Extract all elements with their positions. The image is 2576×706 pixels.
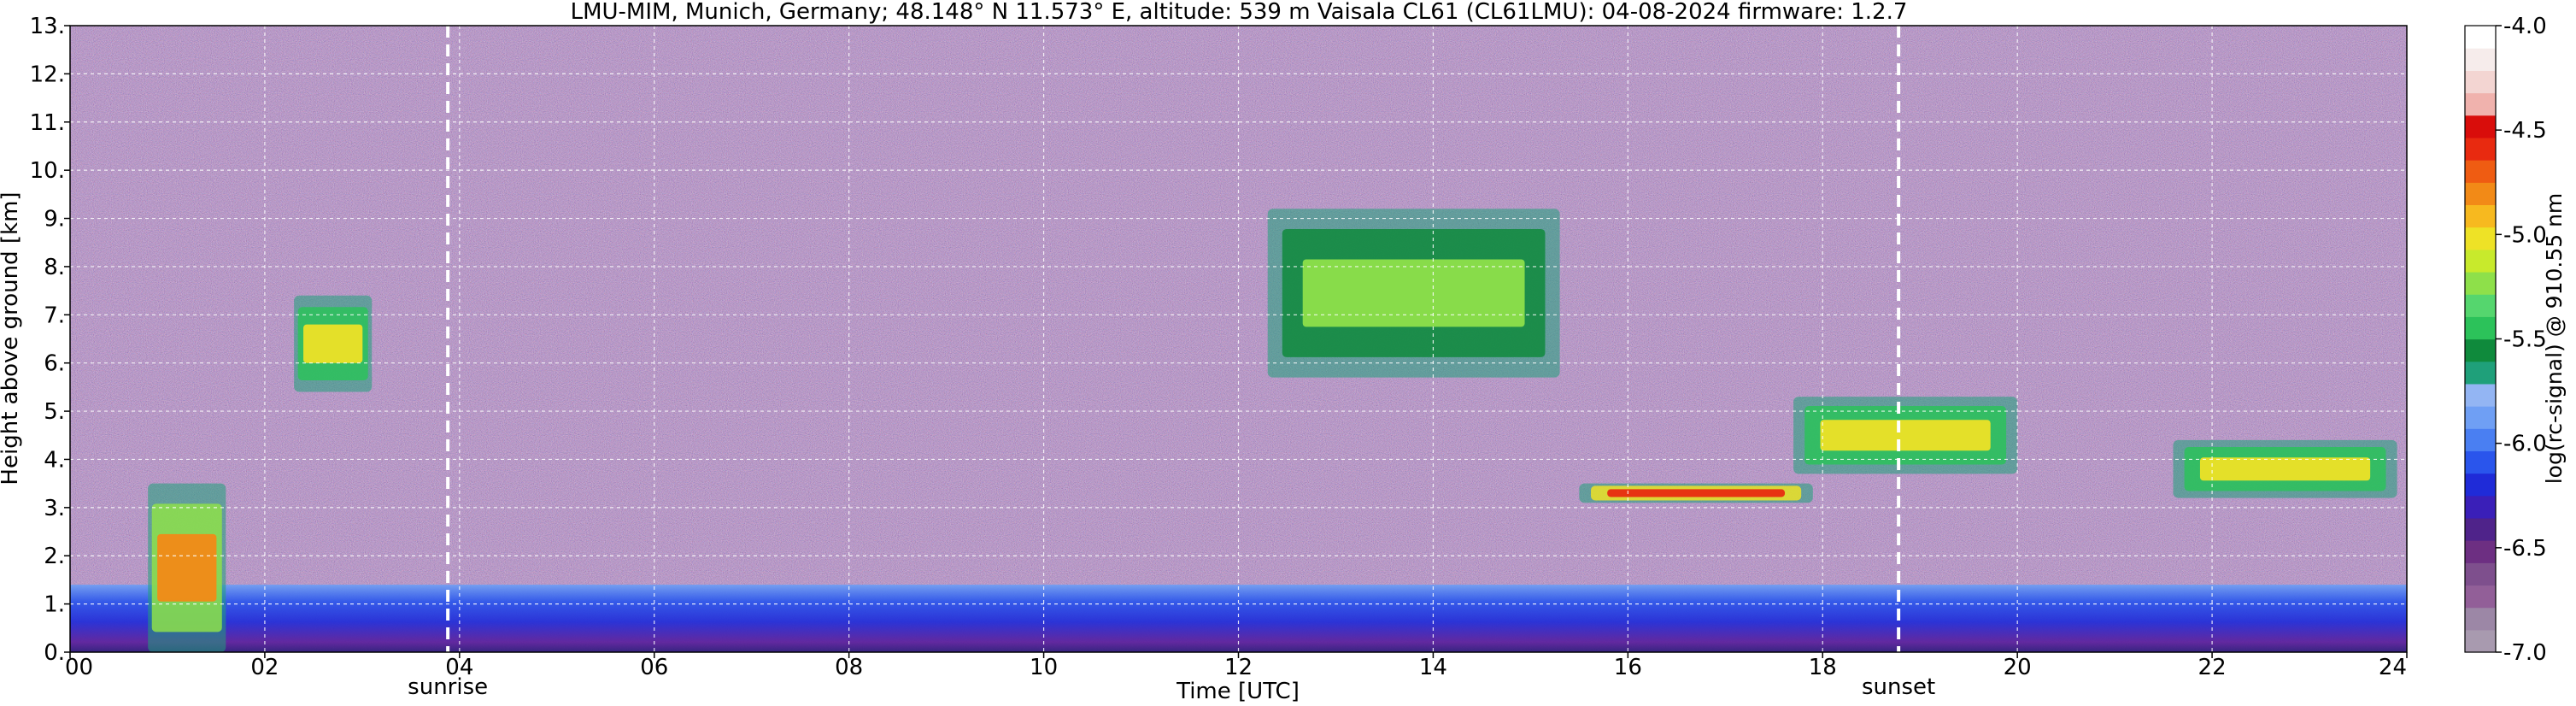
y-tick-label: 5.: [44, 399, 65, 425]
colorbar-segment: [2465, 540, 2496, 563]
y-tick-label: 8.: [44, 255, 65, 280]
layer-low-cloud-precipitation: [148, 483, 226, 652]
colorbar-segment: [2465, 495, 2496, 519]
y-tick-label: 2.: [44, 544, 65, 569]
layer-core: [1820, 420, 1991, 451]
noise-texture: [70, 26, 2407, 652]
y-tick-label: 13.: [30, 14, 65, 39]
y-tick-label: 6.: [44, 351, 65, 377]
layer-core: [2199, 457, 2371, 481]
layer-core: [1302, 259, 1525, 327]
colorbar-segment: [2465, 48, 2496, 71]
event-lines: sunrise sunset: [408, 26, 1935, 700]
x-tick-label: 00: [65, 655, 93, 680]
colorbar-tick-label: -6.0: [2503, 432, 2547, 457]
colorbar-tick-label: -5.5: [2503, 327, 2547, 353]
y-tick-label: 12.: [30, 62, 65, 87]
x-tick-label: 16: [1614, 655, 1642, 680]
layer-core: [1607, 489, 1786, 497]
colorbar-segment: [2465, 428, 2496, 451]
x-tick-label: 10: [1030, 655, 1058, 680]
colorbar-segment: [2465, 294, 2496, 317]
colorbar-segment: [2465, 585, 2496, 609]
x-axis-label: Time [UTC]: [1176, 679, 1300, 704]
x-tick-label: 06: [640, 655, 668, 680]
colorbar-segment: [2465, 115, 2496, 138]
x-tick-label: 14: [1419, 655, 1447, 680]
colorbar-segment: [2465, 629, 2496, 653]
layer-core: [303, 324, 363, 363]
colorbar-segment: [2465, 92, 2496, 116]
colorbar-segment: [2465, 316, 2496, 340]
layer-mid-level-cloud: [2173, 439, 2397, 498]
colorbar-tick-label: -4.5: [2503, 118, 2547, 144]
colorbar-segment: [2465, 137, 2496, 161]
grid-lines: [70, 26, 2407, 652]
colorbar-segment: [2465, 271, 2496, 295]
x-tick-label: 12: [1224, 655, 1253, 680]
colorbar-segment: [2465, 182, 2496, 206]
x-tick-label: 18: [1809, 655, 1837, 680]
layer-core: [157, 533, 217, 602]
event-label-sunrise: sunrise: [408, 674, 488, 700]
layer-mid-level-cloud: [1793, 397, 2018, 474]
x-tick-label: 24: [2379, 655, 2407, 680]
colorbar-segment: [2465, 361, 2496, 385]
colorbar-segment: [2465, 160, 2496, 183]
y-tick-label: 9.: [44, 207, 65, 232]
y-tick-label: 11.: [30, 110, 65, 136]
layer-cirrus: [1267, 209, 1560, 378]
colorbar-segment: [2465, 26, 2496, 49]
colorbar-segment: [2465, 204, 2496, 228]
colorbar-segment: [2465, 562, 2496, 586]
colorbar-segment: [2465, 517, 2496, 541]
colorbar-segment: [2465, 249, 2496, 273]
y-tick-label: 4.: [44, 447, 65, 473]
colorbar: -7.0 -6.5 -6.0 -5.5 -5.0 -4.5 -4.0: [2464, 14, 2547, 666]
event-label-sunset: sunset: [1862, 674, 1935, 700]
y-axis: 0. 1. 2. 3. 4. 5. 6. 7. 8. 9. 10. 11. 12. 13.: [30, 14, 70, 666]
y-axis-label: Height above ground [km]: [0, 191, 23, 485]
colorbar-segment: [2465, 338, 2496, 362]
colorbar-segment: [2465, 227, 2496, 250]
layer-thin-cloud-layer: [1579, 483, 1813, 503]
chart-title: LMU-MIM, Munich, Germany; 48.148° N 11.5…: [571, 0, 1908, 25]
colorbar-segment: [2465, 473, 2496, 497]
plot-area: sunrise sunset: [69, 25, 2408, 700]
colorbar-label: log(rc-signal) @ 910.55 nm: [2542, 193, 2567, 485]
x-tick-label: 08: [835, 655, 863, 680]
y-tick-label: 0.: [44, 640, 65, 666]
colorbar-tick-label: -6.5: [2503, 536, 2547, 562]
x-tick-label: 22: [2198, 655, 2227, 680]
x-tick-label: 20: [2004, 655, 2032, 680]
colorbar-segment: [2465, 450, 2496, 474]
layer-mid-level-cloud: [294, 295, 373, 392]
colorbar-segment: [2465, 70, 2496, 94]
colorbar-segment: [2465, 406, 2496, 429]
x-tick-label: 02: [250, 655, 279, 680]
x-tick-label: 04: [445, 655, 473, 680]
colorbar-tick-label: -5.0: [2503, 222, 2547, 248]
y-tick-label: 10.: [30, 158, 65, 184]
colorbar-segment: [2465, 607, 2496, 631]
y-tick-label: 1.: [44, 592, 65, 618]
y-tick-label: 3.: [44, 496, 65, 521]
colorbar-segment: [2465, 383, 2496, 407]
y-tick-label: 7.: [44, 303, 65, 328]
x-axis: 00 02 04 06 08 10 12 14 16 18 20 22 24: [65, 652, 2408, 680]
colorbar-tick-label: -7.0: [2503, 640, 2547, 666]
colorbar-tick-label: -4.0: [2503, 14, 2547, 39]
